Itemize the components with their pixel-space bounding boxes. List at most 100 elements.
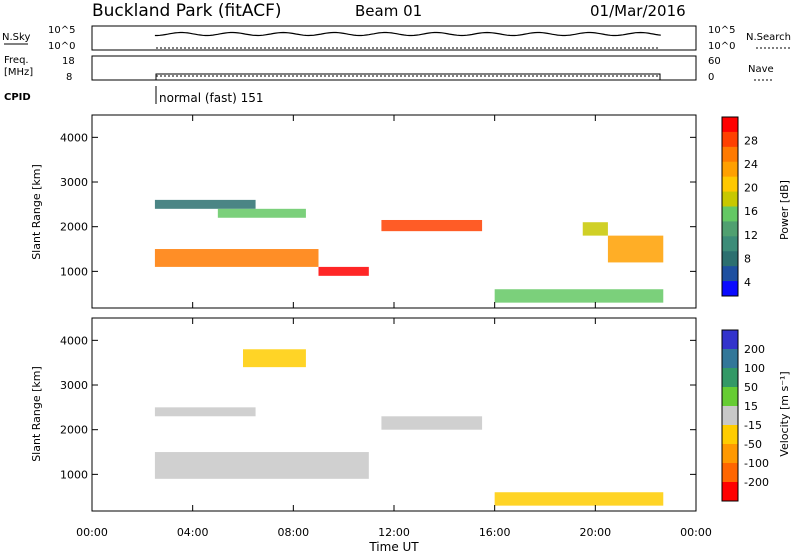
velocity-colorbar-ticks: 200 100 50 15 -15 -50 -100 -200 (744, 343, 769, 489)
power-colorbar-tick: 28 (744, 135, 758, 148)
power-ylabel: Slant Range [km] (30, 164, 43, 260)
ytick-label: 2000 (60, 221, 88, 234)
scatter-band (607, 235, 664, 263)
freq-label-line1: Freq. (4, 55, 29, 66)
beam-label: Beam 01 (355, 2, 422, 20)
nsky-trace (154, 31, 661, 37)
velocity-colorbar: 200 100 50 15 -15 -50 -100 -200 Velocity [m s⁻¹… (721, 329, 791, 502)
figure-title: Buckland Park (fitACF) (92, 1, 282, 21)
freq-strip: Freq. [MHz] 18 8 60 0 Nave (4, 55, 774, 83)
date-label: 01/Mar/2016 (590, 2, 686, 20)
nsearch-tick-bottom: 10^0 (708, 41, 735, 52)
power-colorbar-swatch (722, 266, 738, 282)
velocity-colorbar-tick: -50 (744, 438, 762, 451)
power-colorbar-swatch (722, 206, 738, 222)
velocity-colorbar-tick: 200 (744, 343, 765, 356)
scatter-band (494, 289, 664, 303)
power-colorbar-tick: 12 (744, 229, 758, 242)
nave-tick-bottom: 0 (708, 72, 714, 83)
nsearch-tick-top: 10^5 (708, 25, 735, 36)
power-colorbar-swatch (722, 236, 738, 252)
nsky-label: N.Sky (2, 32, 30, 43)
power-colorbar-swatch (722, 221, 738, 237)
power-colorbar-tick: 24 (744, 158, 758, 171)
nsky-strip: N.Sky 10^5 10^0 10^5 10^0 N.Search (2, 25, 791, 52)
power-colorbar-tick: 8 (744, 252, 751, 265)
xtick-label: 00:00 (680, 526, 712, 539)
ytick-label: 4000 (60, 131, 88, 144)
scatter-band (381, 219, 483, 232)
scatter-band (154, 249, 319, 267)
velocity-colorbar-swatch (722, 444, 738, 464)
ytick-label: 1000 (60, 265, 88, 278)
ytick-label: 4000 (60, 334, 88, 347)
freq-label-line2: [MHz] (4, 67, 33, 78)
power-colorbar-swatch (722, 131, 738, 148)
velocity-colorbar-swatch (722, 368, 738, 388)
xaxis-label: Time UT (368, 540, 419, 554)
velocity-colorbar-tick: 100 (744, 362, 765, 375)
power-colorbar-swatch (722, 117, 738, 133)
velocity-colorbar-tick: -15 (744, 419, 762, 432)
velocity-colorbar-tick: -200 (744, 476, 769, 489)
power-colorbar-tick: 16 (744, 205, 758, 218)
ytick-label: 3000 (60, 379, 88, 392)
xtick-label: 08:00 (277, 526, 309, 539)
xtick-label: 04:00 (177, 526, 209, 539)
ytick-label: 2000 (60, 424, 88, 437)
scatter-band (318, 266, 369, 276)
velocity-colorbar-swatch (722, 482, 738, 502)
scatter-band (154, 199, 256, 209)
power-scatter (154, 199, 664, 303)
velocity-yticks: 4000 3000 2000 1000 (60, 334, 696, 481)
xtick-label: 20:00 (579, 526, 611, 539)
nsky-tick-bottom: 10^0 (48, 41, 75, 52)
cpid-label: CPID (4, 92, 31, 103)
nave-label: Nave (748, 64, 774, 75)
scatter-band (494, 492, 664, 506)
velocity-colorbar-tick: 15 (744, 400, 758, 413)
xtick-label: 00:00 (76, 526, 108, 539)
power-colorbar-swatch (722, 191, 738, 207)
velocity-colorbar-swatch (722, 406, 738, 426)
scatter-band (217, 208, 306, 218)
velocity-colorbar-swatch (722, 425, 738, 445)
velocity-panel: 4000 3000 2000 1000 00:00 04:00 08:00 12:00 16:… (30, 115, 712, 554)
power-colorbar-label: Power [dB] (778, 180, 791, 240)
scatter-band (154, 407, 256, 417)
freq-tick-top: 18 (62, 56, 75, 67)
freq-tick-bottom: 8 (66, 72, 72, 83)
scatter-band (582, 222, 608, 236)
ytick-label: 3000 (60, 176, 88, 189)
velocity-colorbar-tick: 50 (744, 381, 758, 394)
velocity-colorbar-swatch (722, 387, 738, 407)
power-colorbar-swatch (722, 161, 738, 178)
cpid-value: normal (fast) 151 (159, 91, 263, 105)
power-panel: 4000 3000 2000 1000 Slant Range [km] (30, 114, 697, 309)
nsky-tick-top: 10^5 (48, 25, 75, 36)
velocity-colorbar-swatch (722, 330, 738, 350)
ytick-label: 1000 (60, 468, 88, 481)
power-colorbar-tick: 20 (744, 182, 758, 195)
xtick-label: 12:00 (378, 526, 410, 539)
xtick-label: 16:00 (479, 526, 511, 539)
velocity-ylabel: Slant Range [km] (30, 366, 43, 462)
power-yticks: 4000 3000 2000 1000 (60, 131, 696, 278)
velocity-scatter (154, 349, 664, 506)
nave-tick-top: 60 (708, 56, 721, 67)
velocity-colorbar-label: Velocity [m s⁻¹] (778, 371, 791, 456)
velocity-colorbar-swatch (722, 349, 738, 369)
nsearch-label: N.Search (746, 32, 791, 43)
scatter-band (154, 452, 369, 479)
scatter-band (381, 416, 483, 430)
power-colorbar-ticks: 28 24 20 16 12 8 4 (744, 135, 758, 289)
time-xticks: 00:00 04:00 08:00 12:00 16:00 20:00 00:00 (76, 115, 712, 539)
power-colorbar-swatch (722, 281, 738, 297)
scatter-band (243, 349, 306, 368)
power-colorbar-tick: 4 (744, 276, 751, 289)
power-colorbar-swatch (722, 176, 738, 193)
power-colorbar-swatches (722, 117, 738, 297)
velocity-colorbar-tick: -100 (744, 457, 769, 470)
power-colorbar-swatch (722, 251, 738, 267)
